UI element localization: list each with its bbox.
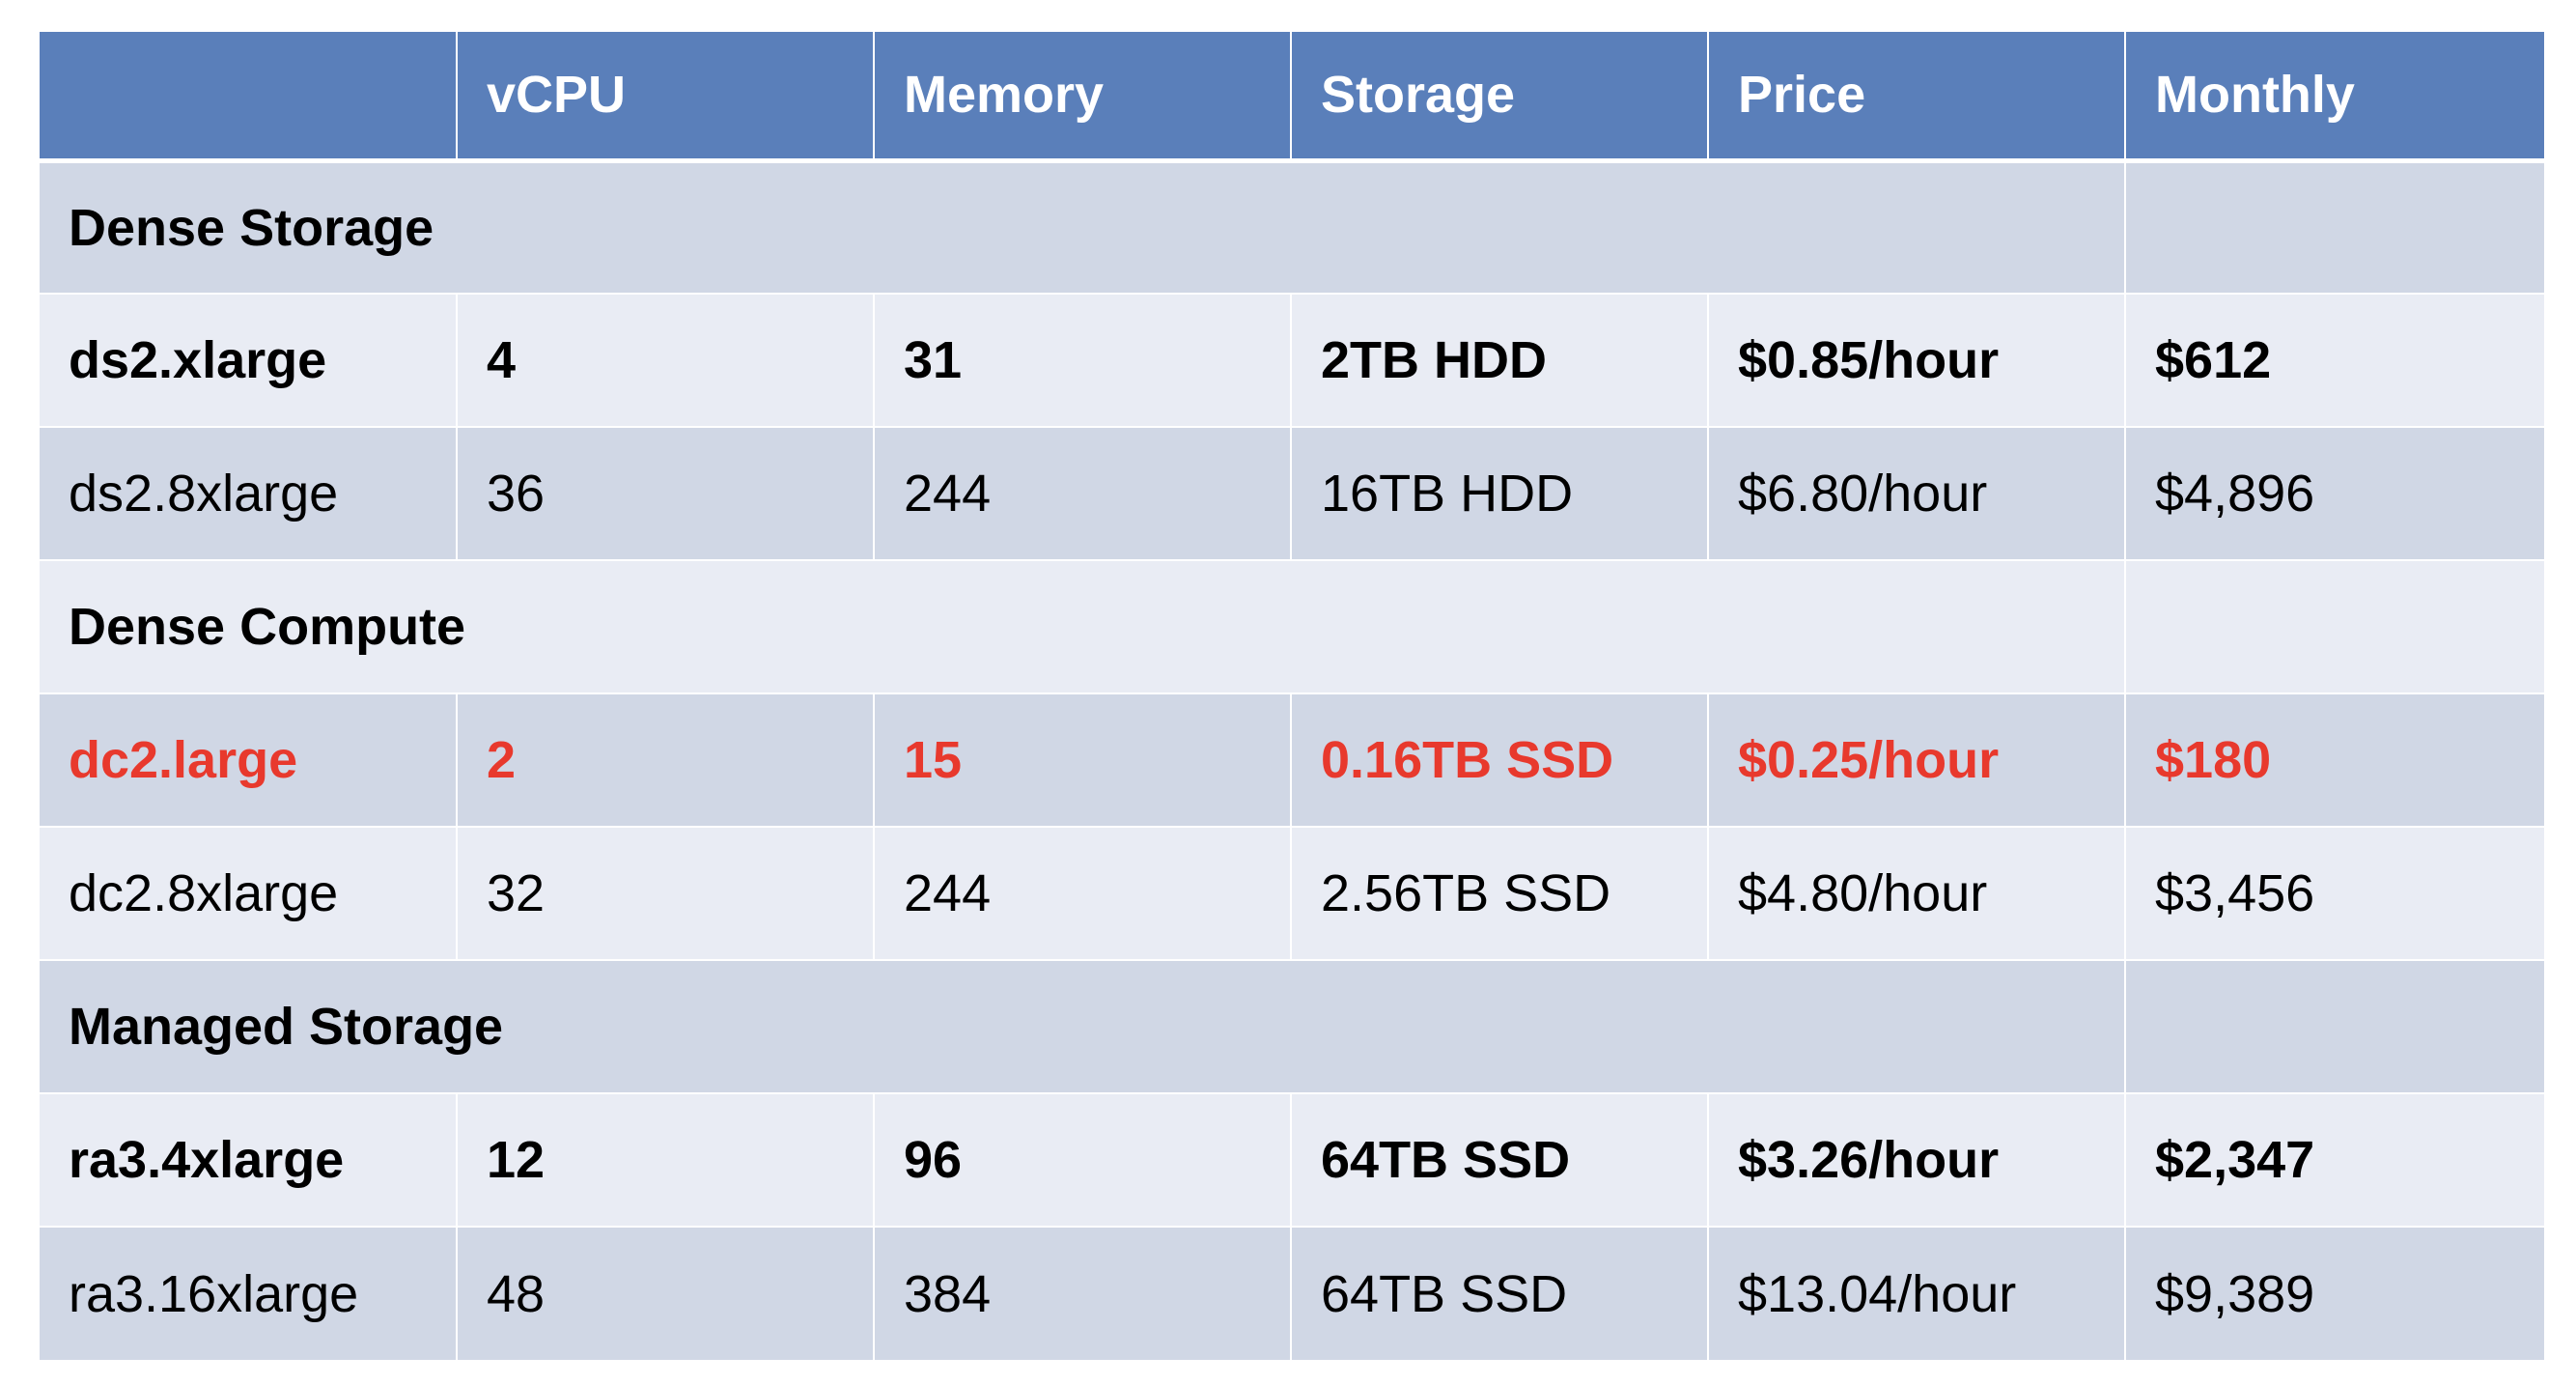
pricing-table: vCPU Memory Storage Price Monthly Dense … xyxy=(40,32,2544,1360)
monthly-cell: $3,456 xyxy=(2124,826,2544,960)
vcpu-cell: 2 xyxy=(456,692,874,827)
price-cell: $0.85/hour xyxy=(1707,293,2125,427)
vcpu-cell: 12 xyxy=(456,1092,874,1227)
memory-cell: 96 xyxy=(873,1092,1291,1227)
header-row: vCPU Memory Storage Price Monthly xyxy=(40,32,2544,163)
storage-cell: 64TB SSD xyxy=(1290,1226,1708,1360)
group-empty-cell xyxy=(2124,559,2544,693)
vcpu-cell: 32 xyxy=(456,826,874,960)
instance-name: dc2.8xlarge xyxy=(40,826,457,960)
monthly-cell: $4,896 xyxy=(2124,426,2544,560)
monthly-cell: $2,347 xyxy=(2124,1092,2544,1227)
group-row-managed-storage: Managed Storage xyxy=(40,959,2544,1093)
price-cell: $4.80/hour xyxy=(1707,826,2125,960)
header-price: Price xyxy=(1707,32,2125,163)
table-row: ds2.xlarge 4 31 2TB HDD $0.85/hour $612 xyxy=(40,293,2544,427)
instance-name: dc2.large xyxy=(40,692,457,827)
storage-cell: 16TB HDD xyxy=(1290,426,1708,560)
group-empty-cell xyxy=(2124,959,2544,1093)
instance-name: ra3.4xlarge xyxy=(40,1092,457,1227)
price-cell: $6.80/hour xyxy=(1707,426,2125,560)
instance-name: ds2.xlarge xyxy=(40,293,457,427)
price-cell: $3.26/hour xyxy=(1707,1092,2125,1227)
header-vcpu: vCPU xyxy=(456,32,874,163)
storage-cell: 64TB SSD xyxy=(1290,1092,1708,1227)
monthly-cell: $180 xyxy=(2124,692,2544,827)
memory-cell: 15 xyxy=(873,692,1291,827)
group-label-dense-compute: Dense Compute xyxy=(40,559,2125,693)
monthly-cell: $612 xyxy=(2124,293,2544,427)
memory-cell: 244 xyxy=(873,826,1291,960)
monthly-cell: $9,389 xyxy=(2124,1226,2544,1360)
price-cell: $0.25/hour xyxy=(1707,692,2125,827)
group-empty-cell xyxy=(2124,159,2544,294)
group-row-dense-storage: Dense Storage xyxy=(40,159,2544,294)
header-monthly: Monthly xyxy=(2124,32,2544,163)
table-row-highlighted: dc2.large 2 15 0.16TB SSD $0.25/hour $18… xyxy=(40,692,2544,827)
header-corner xyxy=(40,32,457,163)
table-row: ra3.16xlarge 48 384 64TB SSD $13.04/hour… xyxy=(40,1226,2544,1360)
group-label-managed-storage: Managed Storage xyxy=(40,959,2125,1093)
table-row: ra3.4xlarge 12 96 64TB SSD $3.26/hour $2… xyxy=(40,1092,2544,1227)
memory-cell: 384 xyxy=(873,1226,1291,1360)
vcpu-cell: 36 xyxy=(456,426,874,560)
price-cell: $13.04/hour xyxy=(1707,1226,2125,1360)
table-row: ds2.8xlarge 36 244 16TB HDD $6.80/hour $… xyxy=(40,426,2544,560)
group-label-dense-storage: Dense Storage xyxy=(40,159,2125,294)
group-row-dense-compute: Dense Compute xyxy=(40,559,2544,693)
header-memory: Memory xyxy=(873,32,1291,163)
memory-cell: 244 xyxy=(873,426,1291,560)
table-row: dc2.8xlarge 32 244 2.56TB SSD $4.80/hour… xyxy=(40,826,2544,960)
storage-cell: 0.16TB SSD xyxy=(1290,692,1708,827)
header-storage: Storage xyxy=(1290,32,1708,163)
storage-cell: 2.56TB SSD xyxy=(1290,826,1708,960)
instance-name: ra3.16xlarge xyxy=(40,1226,457,1360)
memory-cell: 31 xyxy=(873,293,1291,427)
vcpu-cell: 4 xyxy=(456,293,874,427)
vcpu-cell: 48 xyxy=(456,1226,874,1360)
storage-cell: 2TB HDD xyxy=(1290,293,1708,427)
instance-name: ds2.8xlarge xyxy=(40,426,457,560)
